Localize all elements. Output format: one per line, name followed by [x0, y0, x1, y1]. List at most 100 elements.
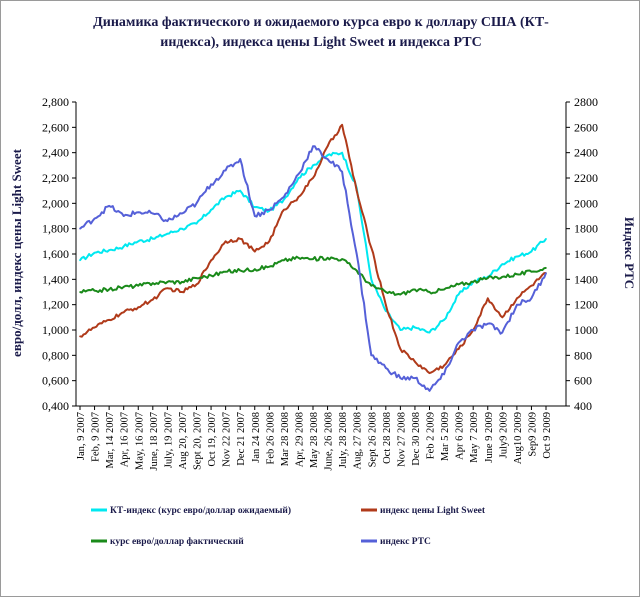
data-point-s1-32 [545, 238, 547, 240]
x-tick-label: Dec 30 2008 [411, 412, 422, 466]
y-tick-label: 1,200 [42, 298, 69, 312]
data-point-s4-12 [253, 215, 256, 217]
x-tick-label: June, 26 2008 [324, 412, 335, 471]
data-point-s2-1 [93, 326, 96, 329]
x-tick-label: Feb 26 2008 [265, 412, 276, 465]
legend-label-1: КТ-индекс (курс евро/доллар ожидаемый) [110, 505, 291, 516]
data-point-s1-26 [457, 293, 460, 296]
data-point-s2-19 [355, 189, 358, 192]
data-point-s3-8 [195, 277, 198, 279]
data-point-s3-7 [181, 281, 183, 283]
data-point-s3-25 [443, 288, 445, 291]
data-point-s4-5 [152, 212, 154, 215]
x-tick-label: May 28 2008 [309, 412, 320, 468]
data-point-s3-2 [108, 288, 110, 291]
data-point-s1-20 [370, 278, 373, 281]
data-point-s4-6 [166, 220, 169, 222]
x-tick-label: Nov 22 2007 [222, 412, 233, 467]
data-point-s2-0 [79, 335, 81, 338]
x-tick-label: Jan 24 2008 [251, 412, 262, 463]
data-point-s4-14 [283, 196, 285, 198]
data-point-s4-31 [530, 297, 533, 300]
data-point-s4-19 [355, 253, 358, 255]
legend-label-3: курс евро/доллар фактический [110, 536, 244, 547]
x-tick-label: June 9 2009 [484, 412, 495, 463]
x-tick-label: July, 19 2007 [163, 412, 174, 468]
data-point-s3-14 [283, 259, 285, 262]
series-line-2 [79, 123, 547, 375]
data-point-s3-6 [166, 281, 169, 283]
y-tick-label: 2,800 [42, 95, 69, 109]
y-tick-label: 2,400 [42, 146, 69, 160]
x-tick-label: Apr, 29 2008 [294, 412, 305, 467]
data-point-s1-24 [428, 331, 431, 334]
y-tick-label: 0,600 [42, 374, 69, 388]
data-point-s3-3 [122, 286, 125, 288]
y2-tick-label: 1200 [574, 298, 598, 312]
data-point-s1-14 [283, 198, 285, 201]
data-point-s2-3 [122, 311, 125, 314]
x-tick-label: May, 16 2007 [134, 412, 145, 470]
data-point-s3-22 [399, 293, 402, 296]
x-tick-label: Feb, 9 2007 [91, 412, 102, 462]
data-point-s1-4 [137, 240, 140, 243]
chart-title-line-1: Динамика фактического и ожидаемого курса… [93, 15, 549, 30]
data-point-s1-0 [79, 259, 81, 262]
data-point-s4-26 [457, 341, 460, 344]
tick-labels-layer: 0,400 0,600 0,800 1,000 1,200 1,400 1,600 1,800… [42, 95, 598, 471]
x-tick-label: July9 2009 [498, 412, 509, 458]
data-point-s4-32 [545, 272, 547, 274]
x-tick-label: Jan, 9 2007 [76, 412, 87, 460]
data-point-s4-29 [501, 331, 504, 334]
data-point-s4-16 [312, 145, 314, 148]
data-point-s3-4 [137, 284, 140, 287]
data-point-s4-20 [370, 354, 373, 357]
data-point-s3-17 [326, 257, 329, 259]
data-point-s1-17 [326, 154, 329, 156]
data-point-s1-30 [516, 255, 518, 258]
data-point-s1-23 [414, 326, 416, 329]
data-point-s2-9 [210, 259, 212, 262]
data-point-s4-23 [414, 377, 416, 379]
y2-tick-label: 1600 [574, 247, 598, 261]
data-point-s4-10 [224, 169, 227, 172]
y-tick-label: 1,600 [42, 247, 69, 261]
y-tick-label: 1,800 [42, 222, 69, 236]
chart-title: Динамика фактического и ожидаемого курса… [41, 13, 601, 53]
y-tick-label: 2,000 [42, 196, 69, 210]
x-tick-label: Mar, 14 2007 [105, 412, 116, 468]
series-line-4 [79, 145, 547, 392]
data-point-s2-2 [108, 319, 110, 321]
x-tick-label: Oct 19, 2007 [207, 412, 218, 467]
data-point-s4-17 [326, 158, 329, 160]
y-tick-label: 0,400 [42, 399, 69, 413]
data-point-s1-29 [501, 263, 504, 265]
x-tick-label: Aug10 2009 [513, 412, 524, 464]
data-point-s4-22 [399, 377, 402, 379]
y-tick-label: 1,400 [42, 272, 69, 286]
y2-tick-label: 800 [574, 348, 592, 362]
x-tick-label: May 7 2009 [469, 412, 480, 463]
data-point-s4-15 [297, 173, 300, 175]
data-point-s3-28 [486, 277, 489, 279]
data-point-s1-3 [122, 245, 125, 248]
y2-axis-label: Индекс РТС [622, 217, 637, 289]
x-tick-label: Aug, 27 2008 [353, 412, 364, 469]
data-point-s4-25 [443, 373, 445, 376]
data-point-s3-0 [79, 291, 81, 293]
x-tick-label: Nov 27 2008 [396, 412, 407, 467]
data-point-s4-18 [341, 170, 343, 173]
data-point-s2-20 [370, 246, 373, 249]
data-point-s3-9 [210, 274, 212, 277]
y2-tick-label: 2600 [574, 120, 598, 134]
data-point-s2-4 [137, 306, 140, 309]
data-point-s3-32 [545, 267, 547, 269]
x-tick-label: Oct 28 2008 [382, 412, 393, 464]
data-point-s3-29 [501, 276, 504, 278]
data-point-s2-21 [385, 303, 387, 306]
data-point-s2-31 [530, 284, 533, 287]
data-point-s2-12 [253, 250, 256, 253]
data-point-s1-8 [195, 222, 198, 225]
x-tick-label: Apr, 16 2007 [120, 412, 131, 467]
data-point-s3-1 [93, 289, 96, 292]
